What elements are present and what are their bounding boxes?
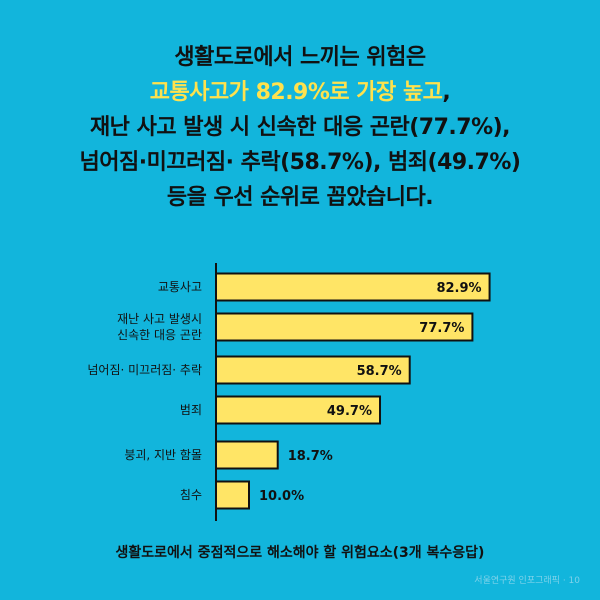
bar xyxy=(215,312,474,342)
headline: 생활도로에서 느끼는 위험은 교통사고가 82.9%로 가장 높고, 재난 사고… xyxy=(0,40,600,215)
category-label: 범죄 xyxy=(180,403,202,417)
headline-highlight: 교통사고가 82.9%로 가장 높고 xyxy=(149,80,443,105)
category-label: 신속한 대응 곤란 xyxy=(117,328,202,342)
category-label: 넘어짐· 미끄러짐· 추락 xyxy=(87,363,202,377)
category-label: 재난 사고 발생시 xyxy=(117,312,202,326)
bar xyxy=(215,480,250,510)
bar xyxy=(215,355,411,385)
value-label: 18.7% xyxy=(288,449,333,464)
category-label: 침수 xyxy=(180,488,202,502)
source-credit: 서울연구원 인포그래픽 · 10 xyxy=(474,576,580,586)
headline-line-2: 교통사고가 82.9%로 가장 높고, xyxy=(0,75,600,110)
headline-line-5: 등을 우선 순위로 꼽았습니다. xyxy=(166,185,434,210)
chart-caption: 생활도로에서 중점적으로 해소해야 할 위험요소(3개 복수응답) xyxy=(115,545,485,561)
category-label: 붕괴, 지반 함몰 xyxy=(124,448,202,462)
headline-line-4: 넘어짐·미끄러짐· 추락(58.7%), 범죄(49.7%) xyxy=(79,150,521,175)
value-label: 58.7% xyxy=(357,364,402,379)
category-label: 교통사고 xyxy=(158,280,202,294)
headline-line-2-rest: , xyxy=(442,80,451,105)
bar xyxy=(215,395,382,425)
value-label: 49.7% xyxy=(327,404,372,419)
value-label: 77.7% xyxy=(419,321,464,336)
headline-line-3: 재난 사고 발생 시 신속한 대응 곤란(77.7%), xyxy=(89,115,511,140)
bar xyxy=(215,440,279,470)
value-label: 82.9% xyxy=(436,281,481,296)
value-label: 10.0% xyxy=(259,489,304,504)
headline-line-1: 생활도로에서 느끼는 위험은 xyxy=(174,45,426,70)
